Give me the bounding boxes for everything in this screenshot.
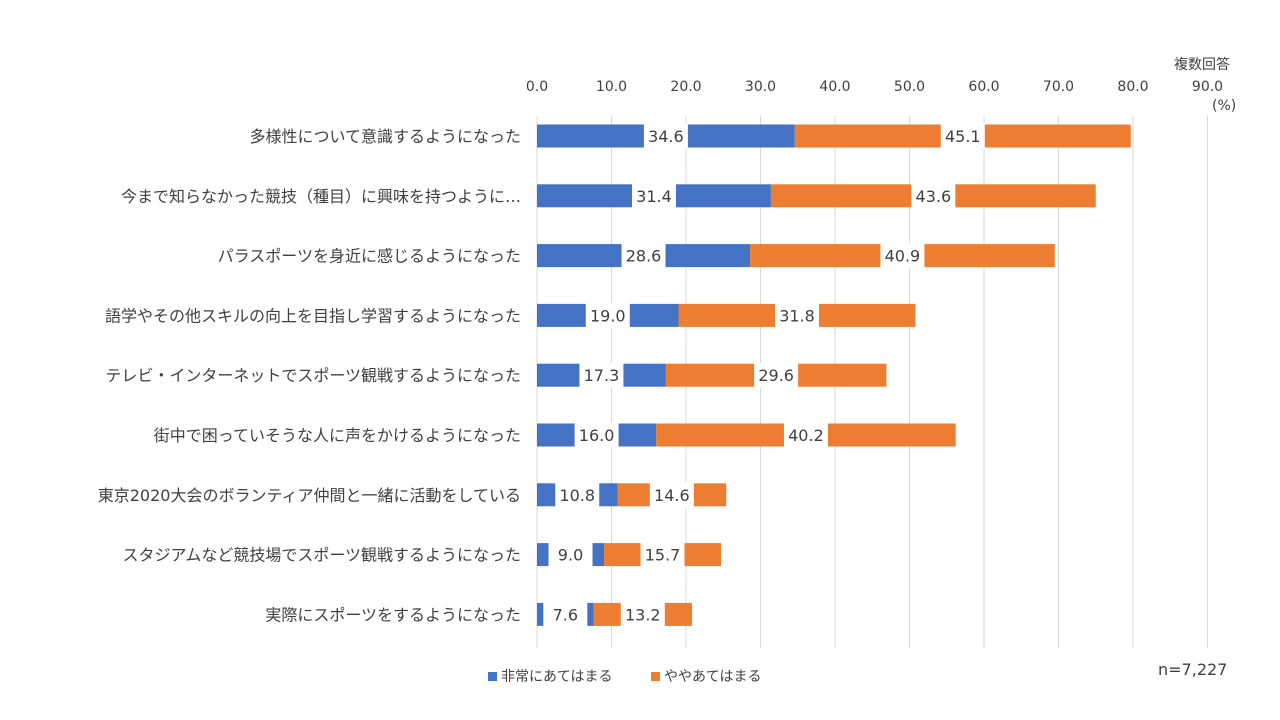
x-tick-label: 30.0 [745, 79, 776, 95]
value-label: 16.0 [579, 426, 615, 445]
bars [537, 124, 1131, 626]
legend-label-very: 非常にあてはまる [501, 669, 613, 685]
category-label: 語学やその他スキルの向上を目指し学習するようになった [105, 306, 521, 325]
value-label-bg [631, 183, 676, 209]
value-label: 13.2 [625, 605, 661, 624]
value-label: 15.7 [645, 546, 681, 565]
x-tick-label: 50.0 [894, 79, 925, 95]
value-label: 10.8 [559, 486, 595, 505]
category-label: 今まで知らなかった競技（種目）に興味を持つように… [121, 187, 521, 206]
value-label-bg [555, 482, 600, 508]
category-labels: 多様性について意識するようになった今まで知らなかった競技（種目）に興味を持つよう… [98, 127, 521, 624]
x-tick-label: 60.0 [968, 79, 999, 95]
x-tick-label: 40.0 [819, 79, 850, 95]
category-label: パラスポーツを身近に感じるようになった [218, 247, 521, 266]
value-label: 34.6 [648, 127, 684, 146]
value-label: 31.8 [779, 306, 815, 325]
category-label: スタジアムなど競技場でスポーツ観戦するようになった [122, 546, 521, 565]
category-label: 東京2020大会のボランティア仲間と一緒に活動をしている [98, 486, 521, 505]
value-label: 28.6 [626, 247, 662, 266]
value-label: 40.2 [788, 426, 824, 445]
value-label-bg [649, 482, 694, 508]
legend-item-somewhat: ややあてはまる [651, 666, 761, 686]
x-tick-label: 80.0 [1117, 79, 1148, 95]
sample-size-note: n=7,227 [1158, 660, 1228, 679]
value-label-bg [548, 542, 593, 568]
value-label: 40.9 [885, 247, 921, 266]
value-label-bg [643, 123, 688, 149]
category-label: 実際にスポーツをするようになった [265, 605, 521, 624]
x-tick-label: 0.0 [526, 79, 548, 95]
value-label-bg [620, 601, 665, 627]
legend-swatch-very [488, 671, 497, 681]
legend-item-very: 非常にあてはまる [488, 666, 612, 686]
value-label-bg [775, 302, 820, 328]
unit-label: (%) [1212, 98, 1237, 114]
value-label-bg [543, 601, 588, 627]
value-label-bg [579, 362, 624, 388]
multiple-answer-note: 複数回答 [1174, 57, 1230, 73]
value-label: 29.6 [758, 366, 794, 385]
value-label-bg [585, 302, 630, 328]
category-label: 多様性について意識するようになった [249, 127, 521, 146]
value-label: 45.1 [945, 127, 981, 146]
legend-label-somewhat: ややあてはまる [664, 669, 762, 685]
value-label-bg [621, 243, 666, 269]
category-label: テレビ・インターネットでスポーツ観戦するようになった [105, 366, 521, 385]
value-label: 43.6 [916, 187, 952, 206]
value-label: 9.0 [558, 546, 583, 565]
value-label-bg [783, 422, 828, 448]
value-labels: 34.6 45.1 31.4 43.6 28.6 40.9 19.0 31.8 17.3 29.6… [543, 123, 985, 627]
value-label-bg [880, 243, 925, 269]
x-tick-label: 10.0 [596, 79, 627, 95]
x-tick-labels: 0.0 10.0 20.0 30.0 40.0 50.0 60.0 70.0 80.0 90.0 [526, 79, 1223, 95]
value-label: 31.4 [636, 187, 672, 206]
value-label: 17.3 [584, 366, 620, 385]
value-label: 19.0 [590, 306, 626, 325]
value-label-bg [911, 183, 956, 209]
category-label: 街中で困っていそうな人に声をかけるようになった [154, 426, 521, 445]
x-tick-label: 20.0 [670, 79, 701, 95]
legend-swatch-somewhat [651, 671, 660, 681]
value-label-bg [640, 542, 685, 568]
x-tick-label: 90.0 [1192, 79, 1223, 95]
value-label: 14.6 [654, 486, 690, 505]
value-label-bg [754, 362, 799, 388]
x-tick-label: 70.0 [1043, 79, 1074, 95]
value-label-bg [940, 123, 985, 149]
value-label-bg [574, 422, 619, 448]
value-label: 7.6 [553, 605, 578, 624]
